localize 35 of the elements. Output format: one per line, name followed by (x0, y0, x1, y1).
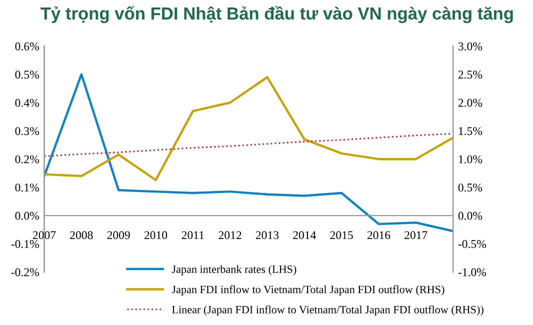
y-tick-label: 0.3% (15, 127, 39, 136)
x-tick-label: 2009 (107, 231, 130, 240)
line-series (44, 73, 454, 232)
y2-tick-label: 1.5% (458, 127, 482, 136)
line-series (44, 76, 454, 182)
y2-tick-label: -0.5% (458, 240, 486, 248)
y-tick-label: -0.2% (11, 268, 39, 276)
chart-title: Tỷ trọng vốn FDI Nhật Bản đầu tư vào VN ngày càng tăng (40, 6, 513, 24)
x-tick-label: 2017 (404, 231, 428, 240)
y-tick-label: 0.2% (15, 155, 39, 164)
y-tick-label: 0.4% (15, 98, 39, 107)
y-tick-label: 0.5% (15, 70, 39, 79)
x-tick-label: 2007 (32, 231, 56, 240)
x-tick-label: 2015 (330, 231, 353, 240)
y2-tick-label: -1.0% (458, 268, 486, 276)
legend-label: Linear (Japan FDI inflow to Vietnam/Total Japan FDI outflow (RHS)) (172, 305, 484, 316)
y-tick-label: -0.1% (11, 240, 39, 248)
x-tick-label: 2013 (256, 231, 279, 240)
y2-tick-label: 3.0% (458, 42, 482, 50)
y2-tick-label: 0.0% (458, 212, 482, 220)
y-tick-label: 0.0% (15, 212, 39, 220)
y-tick-label: 0.1% (15, 184, 39, 192)
x-tick-label: 2016 (367, 231, 390, 240)
x-tick-label: 2011 (182, 231, 204, 240)
legend-label: Japan FDI inflow to Vietnam/Total Japan FDI outflow (RHS) (172, 285, 444, 296)
legend-label: Japan interbank rates (LHS) (172, 265, 296, 276)
y-tick-label: 0.6% (15, 42, 39, 50)
x-tick-label: 2008 (70, 231, 93, 240)
y2-tick-label: 0.5% (458, 184, 482, 192)
x-tick-label: 2012 (218, 231, 242, 240)
x-tick-label: 2014 (293, 231, 316, 240)
y2-tick-label: 2.0% (458, 98, 482, 107)
y2-tick-label: 1.0% (458, 155, 482, 164)
x-tick-label: 2010 (144, 231, 168, 240)
y2-tick-label: 2.5% (458, 70, 482, 79)
